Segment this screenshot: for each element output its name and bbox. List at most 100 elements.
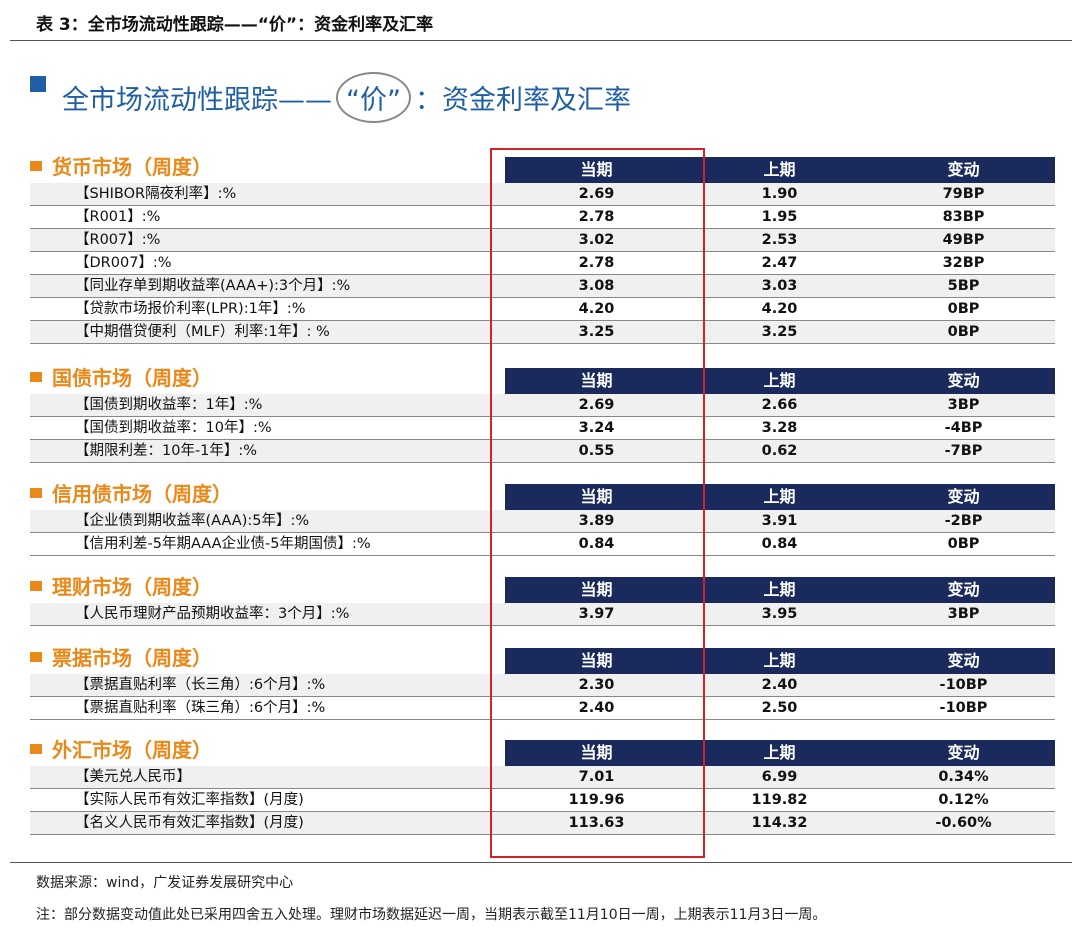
cell: 3.24 <box>578 420 615 436</box>
cell: 1.90 <box>761 186 798 202</box>
cell: 2.40 <box>578 700 615 716</box>
title: 全市场流动性跟踪—— “价” ：资金利率及汇率 <box>62 72 631 123</box>
section-title: 信用债市场（周度） <box>52 482 232 506</box>
cell: 0.84 <box>761 536 798 552</box>
row-label: 【SHIBOR隔夜利率】:% <box>75 186 237 202</box>
row-label: 【实际人民币有效汇率指数】(月度) <box>75 792 304 808</box>
cell: 2.30 <box>578 677 615 693</box>
highlight-box <box>490 148 705 858</box>
cell: 6.99 <box>761 769 798 785</box>
section-icon <box>30 488 42 498</box>
cell: 3.02 <box>578 232 615 248</box>
header-cell: 变动 <box>947 743 980 762</box>
table-row: 【国债到期收益率：10年】:% 3.24 3.28 -4BP <box>30 417 1055 440</box>
row-label: 【国债到期收益率：1年】:% <box>75 397 263 413</box>
section-icon <box>30 372 42 382</box>
section-title: 国债市场（周度） <box>52 366 212 390</box>
cell: 4.20 <box>578 301 615 317</box>
cell: 3.91 <box>761 513 798 529</box>
header-row: 当期 上期 变动 <box>505 577 1055 603</box>
cell: 5BP <box>947 278 980 294</box>
cell: 2.69 <box>578 186 615 202</box>
title-text: ：资金利率及汇率 <box>414 85 631 116</box>
table-row: 【票据直贴利率（珠三角）:6个月】:% 2.40 2.50 -10BP <box>30 697 1055 720</box>
cell: 113.63 <box>568 815 625 831</box>
table-row: 【DR007】:% 2.78 2.47 32BP <box>30 252 1055 275</box>
header-row: 当期 上期 变动 <box>505 648 1055 674</box>
header-cell: 上期 <box>763 371 796 390</box>
header-cell: 变动 <box>947 160 980 179</box>
cell: 2.78 <box>578 209 615 225</box>
title-text: 全市场流动性跟踪—— <box>62 85 332 116</box>
cell: -2BP <box>944 513 983 529</box>
table-row: 【同业存单到期收益率(AAA+):3个月】:% 3.08 3.03 5BP <box>30 275 1055 298</box>
cell: 2.40 <box>761 677 798 693</box>
table-row: 【企业债到期收益率(AAA):5年】:% 3.89 3.91 -2BP <box>30 510 1055 533</box>
row-label: 【DR007】:% <box>75 255 172 271</box>
cell: 7.01 <box>578 769 615 785</box>
row-label: 【贷款市场报价利率(LPR):1年】:% <box>75 301 306 317</box>
table-row: 【国债到期收益率：1年】:% 2.69 2.66 3BP <box>30 394 1055 417</box>
cell: 0BP <box>947 536 980 552</box>
cell: 2.50 <box>761 700 798 716</box>
row-label: 【票据直贴利率（长三角）:6个月】:% <box>75 677 326 693</box>
row-label: 【中期借贷便利（MLF）利率:1年】: % <box>75 324 330 340</box>
title-icon <box>30 76 46 92</box>
header-cell: 当期 <box>580 743 613 762</box>
note: 注：部分数据变动值此处已采用四舍五入处理。理财市场数据延迟一周，当期表示截至11… <box>36 907 827 923</box>
table-row: 【期限利差：10年-1年】:% 0.55 0.62 -7BP <box>30 440 1055 463</box>
header-cell: 变动 <box>947 651 980 670</box>
table-row: 【R007】:% 3.02 2.53 49BP <box>30 229 1055 252</box>
row-label: 【信用利差-5年期AAA企业债-5年期国债】:% <box>75 536 371 552</box>
header-cell: 当期 <box>580 160 613 179</box>
cell: -10BP <box>939 700 988 716</box>
header-cell: 上期 <box>763 651 796 670</box>
header-row: 当期 上期 变动 <box>505 740 1055 766</box>
cell: 3.28 <box>761 420 798 436</box>
cell: 3.95 <box>761 606 798 622</box>
row-label: 【期限利差：10年-1年】:% <box>75 443 258 459</box>
section-title: 理财市场（周度） <box>52 575 212 599</box>
row-label: 【同业存单到期收益率(AAA+):3个月】:% <box>75 278 351 294</box>
rule <box>10 862 1072 863</box>
table-row: 【中期借贷便利（MLF）利率:1年】: % 3.25 3.25 0BP <box>30 321 1055 344</box>
cell: 3.25 <box>578 324 615 340</box>
row-label: 【美元兑人民币】 <box>75 769 191 785</box>
cell: -0.60% <box>935 815 992 831</box>
cell: 3.89 <box>578 513 615 529</box>
cell: 2.47 <box>761 255 798 271</box>
table-row: 【信用利差-5年期AAA企业债-5年期国债】:% 0.84 0.84 0BP <box>30 533 1055 556</box>
section-icon <box>30 581 42 591</box>
header-cell: 变动 <box>947 487 980 506</box>
section-icon <box>30 161 42 171</box>
header-cell: 上期 <box>763 160 796 179</box>
table-row: 【名义人民币有效汇率指数】(月度) 113.63 114.32 -0.60% <box>30 812 1055 835</box>
table-row: 【R001】:% 2.78 1.95 83BP <box>30 206 1055 229</box>
table-row: 【票据直贴利率（长三角）:6个月】:% 2.30 2.40 -10BP <box>30 674 1055 697</box>
cell: 3.08 <box>578 278 615 294</box>
header-cell: 上期 <box>763 487 796 506</box>
caption: 表 3：全市场流动性跟踪——“价”：资金利率及汇率 <box>36 15 434 35</box>
table-row: 【贷款市场报价利率(LPR):1年】:% 4.20 4.20 0BP <box>30 298 1055 321</box>
source: 数据来源：wind，广发证券发展研究中心 <box>36 875 294 891</box>
cell: 4.20 <box>761 301 798 317</box>
row-label: 【票据直贴利率（珠三角）:6个月】:% <box>75 700 326 716</box>
header-row: 当期 上期 变动 <box>505 368 1055 394</box>
section-icon <box>30 744 42 754</box>
cell: 0.12% <box>938 792 989 808</box>
cell: 114.32 <box>751 815 808 831</box>
cell: 0.62 <box>761 443 798 459</box>
header-row: 当期 上期 变动 <box>505 484 1055 510</box>
table-row: 【SHIBOR隔夜利率】:% 2.69 1.90 79BP <box>30 183 1055 206</box>
cell: -7BP <box>944 443 983 459</box>
cell: 0.55 <box>578 443 615 459</box>
header-cell: 当期 <box>580 580 613 599</box>
cell: 2.66 <box>761 397 798 413</box>
section-title: 货币市场（周度） <box>52 155 212 179</box>
cell: 0.84 <box>578 536 615 552</box>
cell: 2.69 <box>578 397 615 413</box>
cell: 83BP <box>942 209 985 225</box>
header-cell: 当期 <box>580 371 613 390</box>
cell: 3.03 <box>761 278 798 294</box>
